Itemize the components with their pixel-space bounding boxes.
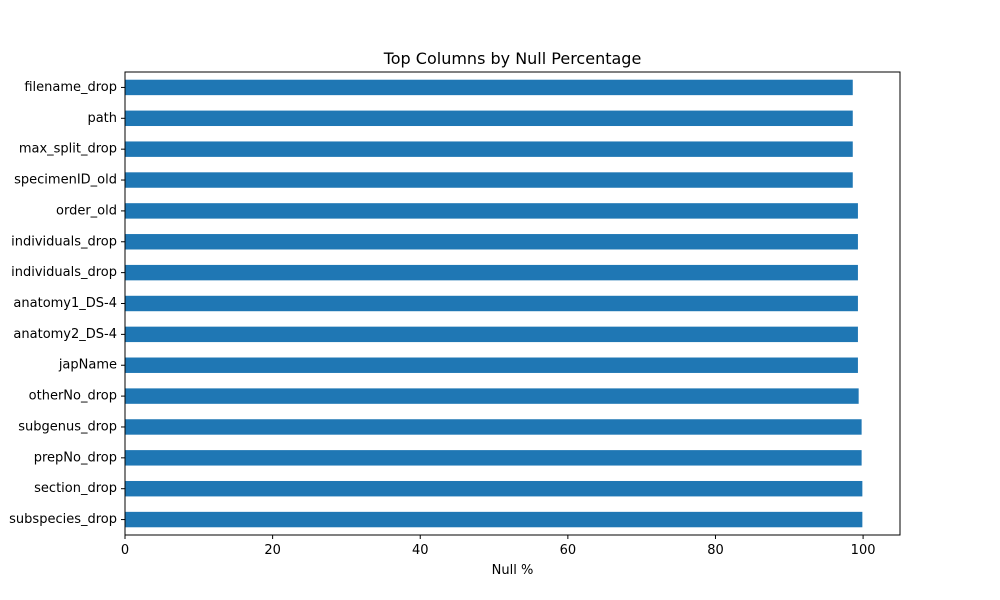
bar-5 (125, 234, 858, 250)
y-tick-label-1: path (87, 111, 117, 126)
y-tick-label-5: individuals_drop (11, 234, 117, 249)
bar-7 (125, 295, 858, 312)
y-tick-label-3: specimenID_old (14, 173, 117, 188)
bar-4 (125, 203, 858, 219)
y-tick-label-10: otherNo_drop (29, 389, 117, 404)
bar-10 (125, 388, 859, 404)
bar-1 (125, 110, 853, 127)
y-tick-label-8: anatomy2_DS-4 (13, 327, 117, 342)
x-axis-label: Null % (492, 563, 534, 578)
x-tick-label-2: 40 (412, 543, 429, 558)
bar-2 (125, 141, 853, 157)
x-tick-label-1: 20 (264, 543, 281, 558)
x-tick-label-3: 60 (560, 543, 577, 558)
x-tick-label-5: 100 (851, 543, 876, 558)
y-tick-label-7: anatomy1_DS-4 (13, 296, 117, 311)
bar-12 (125, 450, 862, 466)
y-tick-label-4: order_old (56, 203, 117, 218)
y-tick-label-9: japName (58, 358, 117, 373)
bar-13 (125, 480, 863, 497)
plot-frame (124, 71, 901, 536)
y-tick-label-0: filename_drop (24, 80, 117, 95)
bar-14 (125, 511, 863, 528)
bar-8 (125, 326, 858, 343)
y-tick-label-12: prepNo_drop (34, 450, 117, 465)
bars-group (125, 79, 863, 528)
bar-9 (125, 357, 858, 373)
y-tick-label-6: individuals_drop (11, 265, 117, 280)
x-tick-label-0: 0 (121, 543, 129, 558)
bar-0 (125, 79, 853, 96)
bar-3 (125, 172, 853, 188)
y-tick-label-2: max_split_drop (19, 142, 117, 157)
y-tick-label-13: section_drop (34, 481, 117, 496)
bar-11 (125, 419, 862, 435)
x-tick-label-4: 80 (707, 543, 724, 558)
bar-6 (125, 264, 858, 281)
y-tick-label-11: subgenus_drop (18, 419, 117, 434)
y-tick-label-14: subspecies_drop (9, 512, 117, 527)
chart-title: Top Columns by Null Percentage (383, 49, 642, 68)
x-axis-ticks: 0 20 40 60 80 100 (121, 535, 876, 558)
